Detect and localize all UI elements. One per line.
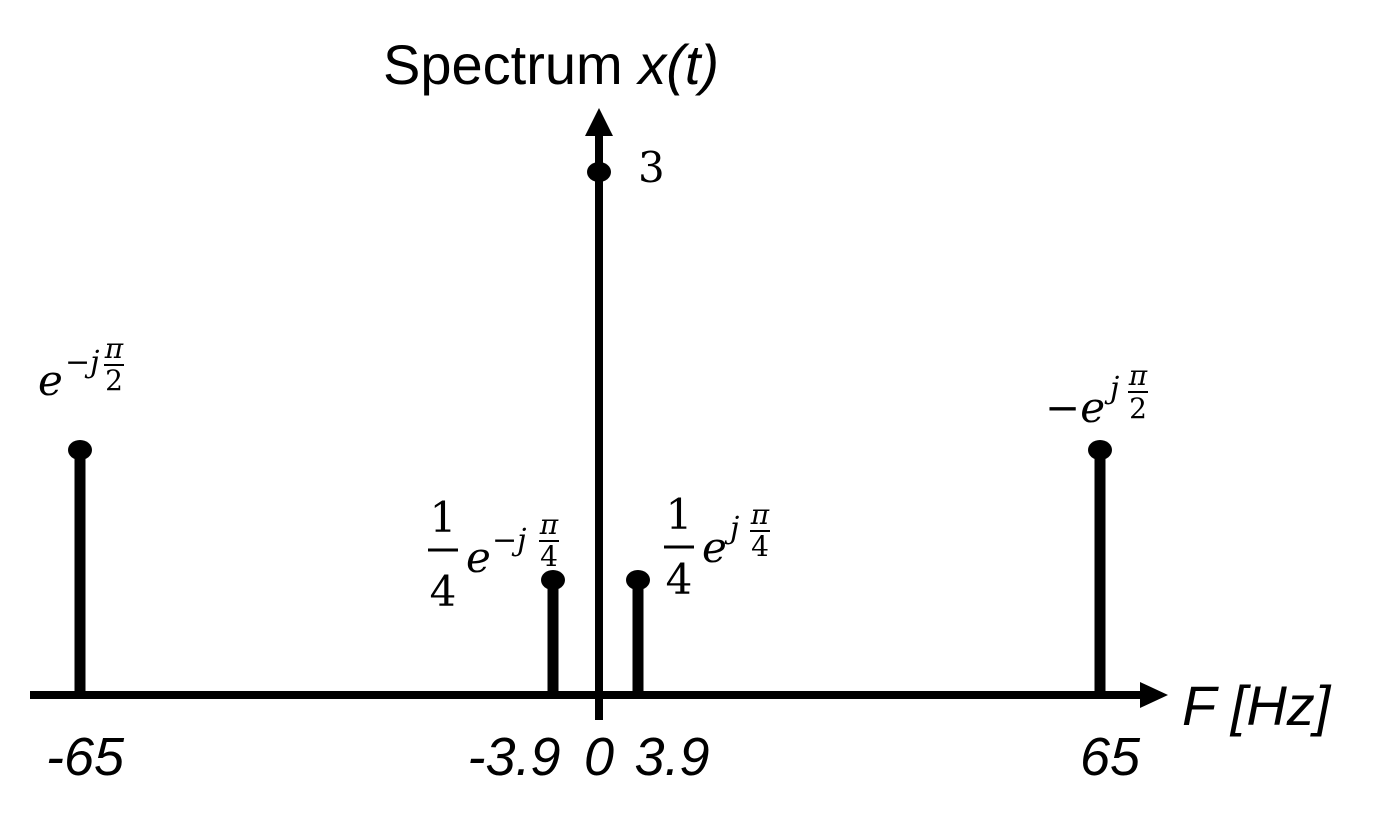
stem-marker — [587, 162, 611, 182]
annotation-neg65-den: 2 — [105, 364, 123, 397]
annotation-zero: 3 — [638, 143, 665, 192]
stem-marker — [1088, 440, 1112, 460]
chart-title-math: x(t) — [635, 33, 719, 96]
annotation-neg39-coef-num: 1 — [430, 493, 457, 542]
annotation-pos65-e: e — [1080, 383, 1105, 432]
annotation-pos39-coef-den: 4 — [666, 555, 693, 604]
chart-title-text: Spectrum — [383, 33, 638, 96]
annotation-neg39-num: π — [539, 508, 559, 541]
x-axis-arrow — [1140, 682, 1168, 708]
chart-title: Spectrum x(t) — [383, 33, 719, 96]
tick-labels-group: -65 -3.9 0 3.9 65 — [46, 727, 1141, 787]
x-tick-label: -65 — [46, 727, 125, 787]
y-axis-arrow — [585, 108, 613, 136]
annotation-neg39-e: e — [466, 533, 491, 582]
annotation-pos65-num: π — [1128, 359, 1148, 392]
annotation-pos39-e: e — [702, 523, 727, 572]
annotation-pos65-sign: − — [1045, 383, 1080, 432]
stems-group — [68, 162, 1112, 695]
x-tick-label: -3.9 — [467, 727, 560, 787]
stem-marker — [68, 440, 92, 460]
stem-marker — [626, 570, 650, 590]
annotation-neg65-exp: −j — [65, 345, 99, 380]
annotation-neg65-num: π — [104, 332, 124, 365]
stem-marker — [541, 570, 565, 590]
x-tick-label: 65 — [1080, 727, 1141, 787]
x-tick-label: 3.9 — [634, 727, 709, 787]
x-axis-label: F [Hz] — [1182, 674, 1332, 737]
annotation-neg65: e — [38, 356, 63, 405]
annotation-neg39-coef-den: 4 — [430, 567, 457, 616]
annotation-neg39-exp-sign: − — [492, 523, 517, 558]
annotation-neg65-e: e — [38, 356, 63, 405]
annotation-neg39-den: 4 — [540, 540, 558, 573]
annotation-neg39-exp: −j — [492, 523, 526, 558]
annotation-pos39-coef-num: 1 — [666, 490, 693, 539]
annotation-pos39-den: 4 — [751, 530, 769, 563]
annotation-pos65-j: j — [1104, 371, 1119, 406]
annotation-pos65-den: 2 — [1129, 392, 1147, 425]
annotation-pos65: −e — [1045, 383, 1105, 432]
annotation-pos39-num: π — [750, 498, 770, 531]
annotation-neg65-exp-sign: − — [65, 345, 90, 380]
x-tick-label: 0 — [584, 727, 614, 787]
